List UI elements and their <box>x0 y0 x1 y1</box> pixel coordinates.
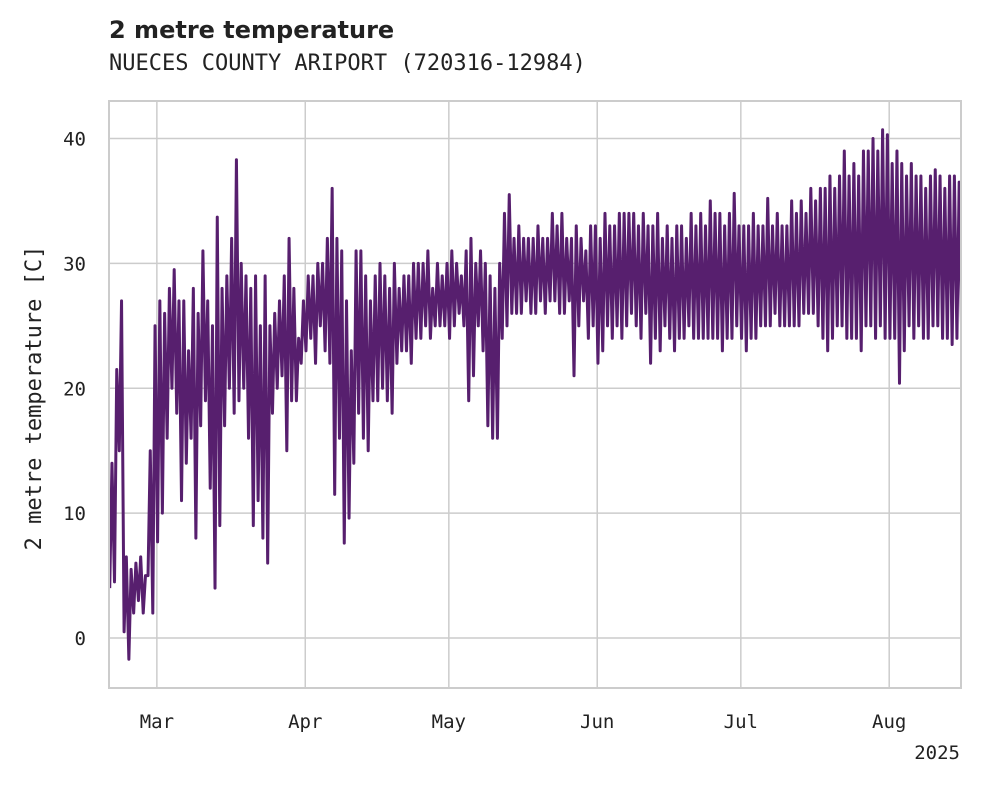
y-ticks: 0 10 20 30 40 <box>63 128 86 650</box>
series-layer <box>109 128 961 661</box>
chart-title: 2 metre temperature <box>109 16 395 44</box>
x-tick-label: May <box>432 711 466 733</box>
y-tick-label: 40 <box>63 128 86 150</box>
plot-frame <box>108 100 962 689</box>
year-label: 2025 <box>914 742 960 764</box>
x-tick-label: Jul <box>724 711 758 733</box>
y-tick-label: 10 <box>63 503 86 525</box>
x-tick-label: Mar <box>140 711 174 733</box>
x-tick-label: Apr <box>288 711 322 733</box>
x-tick-label: Aug <box>872 711 906 733</box>
chart-subtitle: NUECES COUNTY ARIPORT (720316-12984) <box>109 51 586 76</box>
temperature-series-line <box>109 128 961 661</box>
y-tick-label: 30 <box>63 253 86 275</box>
x-tick-label: Jun <box>580 711 614 733</box>
y-tick-label: 20 <box>63 378 86 400</box>
x-ticks: Mar Apr May Jun Jul Aug <box>140 711 907 733</box>
y-axis-label: 2 metre temperature [C] <box>22 246 47 551</box>
y-tick-label: 0 <box>75 628 86 650</box>
